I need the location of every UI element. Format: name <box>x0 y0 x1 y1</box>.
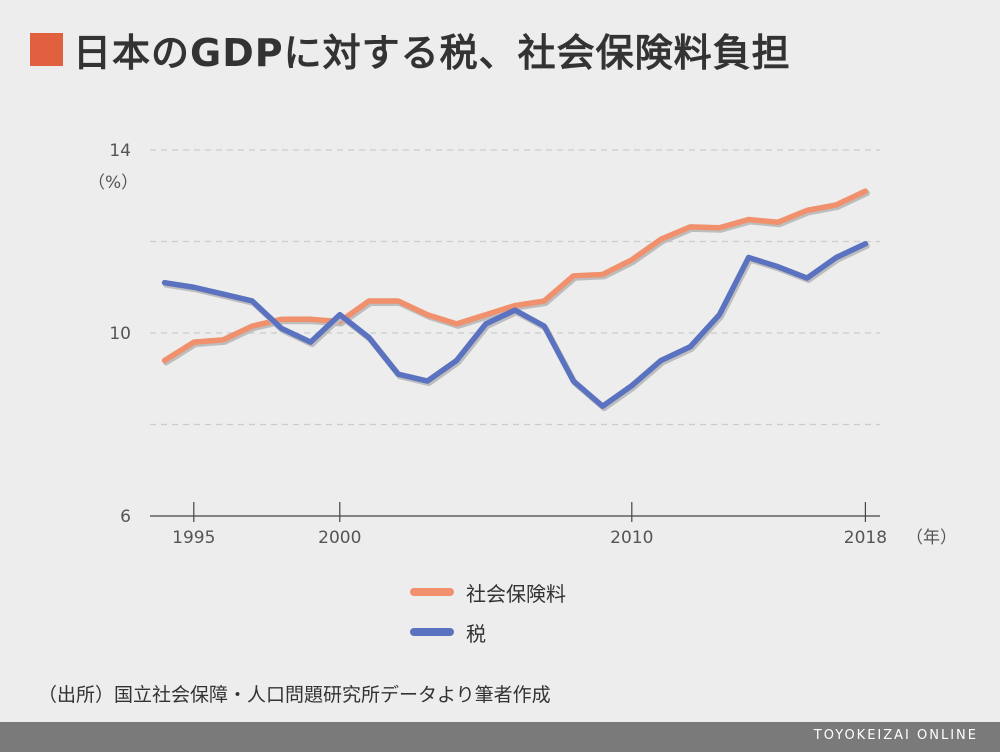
y-unit-label: （%） <box>88 173 138 193</box>
legend-label-social-insurance: 社会保険料 <box>466 581 566 606</box>
legend-swatch-social-insurance <box>410 588 454 596</box>
y-tick-label: 10 <box>109 324 131 344</box>
series-line-tax <box>161 241 869 409</box>
y-tick-label: 14 <box>109 141 131 161</box>
x-tick-label: 2000 <box>318 528 361 548</box>
x-tick-label: 2010 <box>610 528 653 548</box>
footer-bar: TOYOKEIZAI ONLINE <box>0 722 1000 752</box>
x-unit-label: （年） <box>906 528 957 548</box>
title-row: 日本のGDPに対する税、社会保険料負担 <box>30 22 791 77</box>
x-tick-label: 2018 <box>844 528 887 548</box>
legend-item-tax: 税 <box>410 612 566 652</box>
series-line-social-insurance <box>161 188 869 364</box>
source-note: （出所）国立社会保障・人口問題研究所データより筆者作成 <box>38 684 551 706</box>
y-tick-label: 6 <box>120 507 131 527</box>
legend-label-tax: 税 <box>466 621 486 646</box>
legend-item-social-insurance: 社会保険料 <box>410 572 566 612</box>
chart-title: 日本のGDPに対する税、社会保険料負担 <box>73 31 791 75</box>
legend: 社会保険料 税 <box>410 572 566 652</box>
legend-swatch-tax <box>410 628 454 636</box>
publisher-name: TOYOKEIZAI ONLINE <box>813 728 978 743</box>
title-square-icon <box>30 33 63 66</box>
x-tick-label: 1995 <box>172 528 215 548</box>
